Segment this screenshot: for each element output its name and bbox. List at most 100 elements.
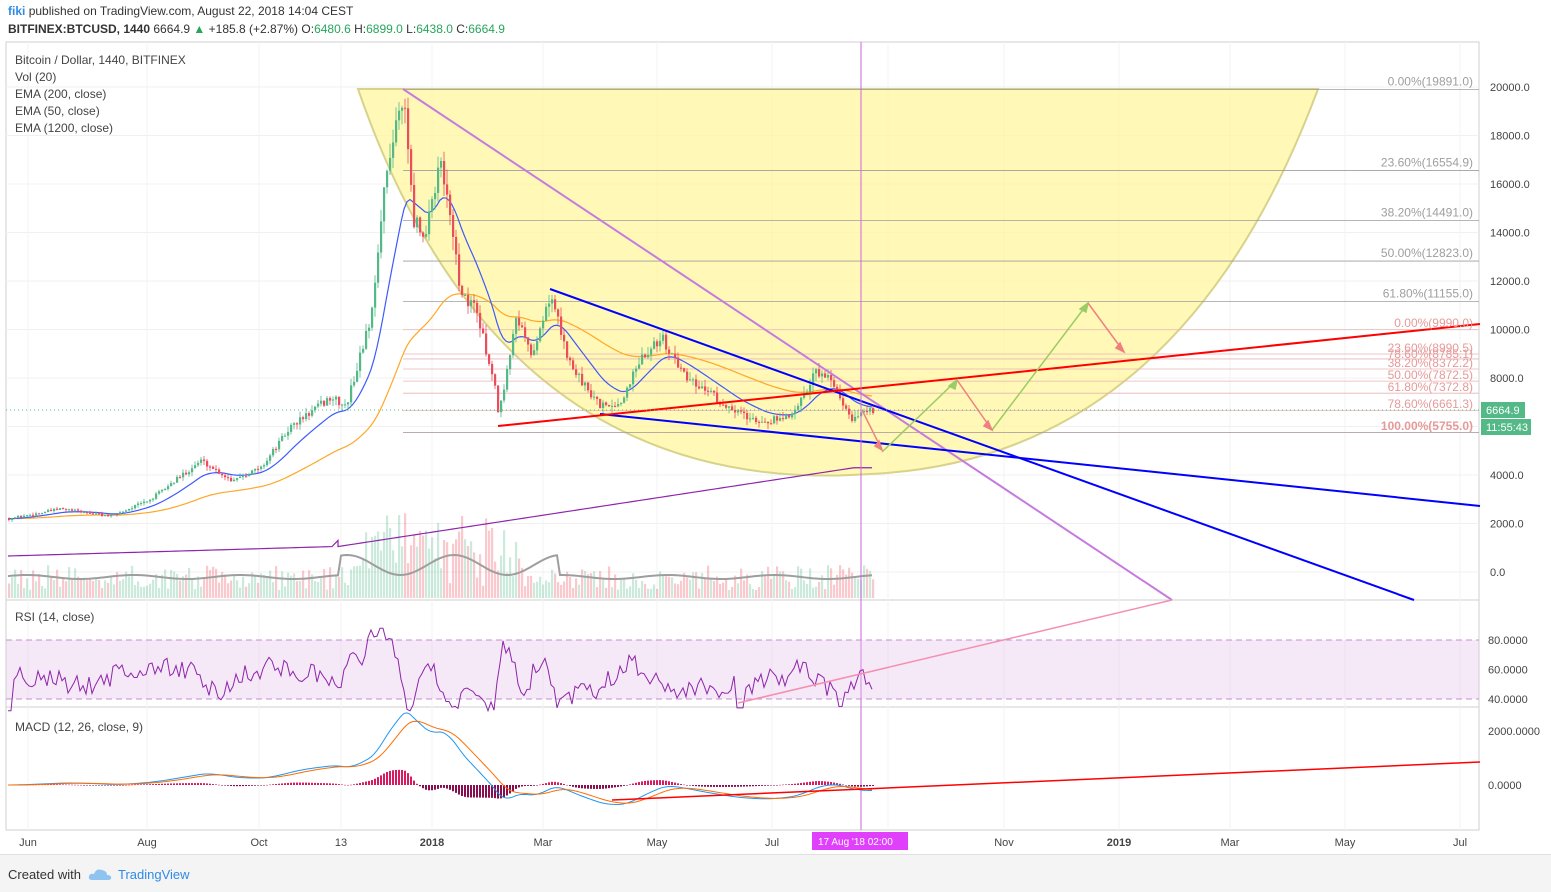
volume-bar [419,530,422,598]
candle-body [386,170,389,188]
candle-body [260,466,263,469]
candle-body [716,392,719,403]
macd-hist-bar [365,781,367,785]
macd-hist-bar [470,785,472,798]
candle-body [548,303,551,307]
candle-body [650,348,653,355]
red-rising-line[interactable] [497,323,1481,427]
volume-bar [518,558,521,598]
macd-hist-bar [611,785,613,788]
macd-hist-bar [107,785,109,786]
rsi-title[interactable]: RSI (14, close) [15,610,95,624]
candle-body [320,400,323,404]
volume-bar [596,587,599,598]
volume-bar [47,565,50,598]
candle-body [848,408,851,415]
volume-bar [524,586,527,598]
macd-hist-bar [203,783,205,785]
macd-hist-bar [587,785,589,789]
volume-bar [782,571,785,598]
candle-body [563,334,566,342]
high-value: 6899.0 [366,22,403,36]
rsi-trendline[interactable] [737,599,1173,704]
macd-hist-bar [590,785,592,789]
candle-body [65,508,68,510]
legend-main[interactable]: Bitcoin / Dollar, 1440, BITFINEX [15,53,186,67]
macd-hist-bar [404,770,406,785]
macd-hist-bar [839,783,841,785]
candle-body [317,403,320,407]
macd-hist-bar [713,785,715,787]
volume-bar [227,583,230,598]
tradingview-link[interactable]: TradingView [118,867,190,882]
macd-hist-bar [722,785,724,787]
volume-bar [41,586,44,598]
blue-support-line[interactable] [599,413,1481,507]
candle-body [8,518,11,520]
volume-bar [236,580,239,598]
candle-body [338,396,341,406]
author-name[interactable]: fiki [8,4,26,18]
candle-body [413,184,416,228]
candle-body [761,421,764,423]
volume-bar [437,523,440,598]
volume-bar [272,582,275,598]
legend-ema50[interactable]: EMA (50, close) [15,104,100,118]
candle-body [698,386,701,389]
candle-body [566,341,569,358]
volume-bar [701,572,704,598]
candle-body [815,369,818,374]
macd-hist-bar [134,784,136,786]
candle-body [125,510,128,512]
price-axis[interactable]: 20000.0 18000.0 16000.0 14000.0 12000.0 10000… [1490,82,1530,579]
volume-bar [371,536,374,598]
macd-hist-bar [617,785,619,787]
candle-body [164,489,167,491]
macd-title[interactable]: MACD (12, 26, close, 9) [15,720,144,734]
violet-downtrend-line[interactable] [402,88,1173,601]
candle-body [254,468,257,471]
macd-hist-bar [59,784,61,786]
macd-hist-bar [869,785,871,787]
volume-bar [83,577,86,598]
volume-bar [239,587,242,598]
legend-ema1200[interactable]: EMA (1200, close) [15,121,114,135]
candle-body [122,511,125,513]
macd-hist-bar [329,783,331,785]
macd-hist-bar [668,781,670,785]
volume-bar [14,569,17,598]
candle-body [395,120,398,143]
candle-body [770,423,773,425]
candle-body [866,411,869,413]
volume-bar [344,582,347,598]
macd-hist-bar [182,783,184,785]
macd-trendline[interactable] [611,761,1481,801]
legend-ema200[interactable]: EMA (200, close) [15,87,107,101]
candle-body [575,369,578,376]
blue-resistance-line[interactable] [549,288,1415,601]
macd-hist-bar [104,785,106,786]
legend-volume[interactable]: Vol (20) [15,70,57,84]
macd-hist-bar [725,785,727,787]
macd-hist-bar [86,785,88,786]
macd-hist-bar [188,783,190,785]
macd-hist-bar [296,782,298,785]
macd-hist-bar [383,773,385,785]
candle-body [74,509,77,511]
macd-hist-bar [860,785,862,787]
time-tick-label: May [647,837,668,849]
macd-hist-bar [776,785,778,786]
candle-body [182,472,185,478]
candle-body [587,382,590,391]
volume-bar [500,555,503,598]
macd-hist-bar [482,785,484,798]
volume-bar [677,584,680,598]
volume-bar [191,578,194,598]
time-axis[interactable]: JunAugOct132018MarMayJulSepNov2019MarMay… [19,837,1467,849]
price-tick-label: 10000.0 [1490,325,1530,337]
candle-body [293,423,296,425]
volume-bar [551,569,554,598]
volume-bar [152,579,155,598]
macd-hist-bar [245,785,247,787]
